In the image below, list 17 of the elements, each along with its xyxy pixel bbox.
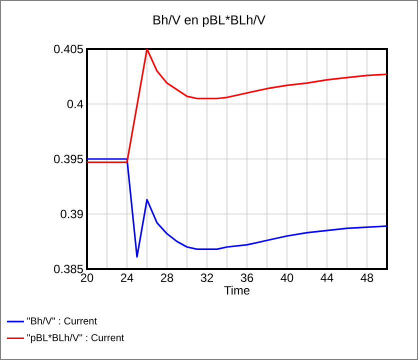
x-axis-title: Time: [224, 286, 250, 295]
y-tick-label: 0.405: [54, 44, 83, 54]
x-tick-label: 48: [360, 274, 374, 282]
y-tick-label: 0.395: [54, 154, 83, 164]
y-tick-label: 0.39: [60, 210, 83, 218]
chart-title: Bh/V en pBL*BLh/V: [154, 14, 266, 28]
x-tick-label: 36: [240, 274, 254, 282]
x-tick-label: 40: [280, 274, 294, 282]
legend-label: "Bh/V" : Current: [27, 317, 97, 324]
x-tick-label: 32: [200, 274, 214, 282]
legend-label: "pBL*BLh/V" : Current: [27, 334, 124, 344]
x-tick-label: 20: [80, 274, 94, 282]
x-tick-label: 28: [160, 274, 174, 282]
x-tick-label: 44: [320, 274, 334, 282]
y-tick-label: 0.4: [67, 100, 84, 108]
x-tick-label: 24: [120, 274, 134, 282]
y-tick-label: 0.385: [54, 264, 83, 274]
